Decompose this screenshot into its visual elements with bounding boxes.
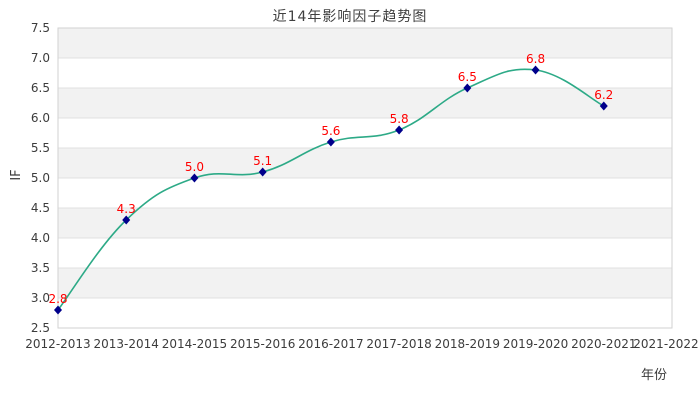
split-area-band (58, 298, 672, 328)
data-point-label: 6.2 (594, 88, 613, 102)
split-area-band (58, 208, 672, 238)
plot-border (57, 27, 673, 329)
data-point-marker (599, 101, 608, 111)
data-point-marker (258, 167, 267, 177)
split-area-band (58, 88, 672, 118)
data-point-label: 5.1 (253, 154, 272, 168)
data-point-marker (54, 305, 62, 315)
data-point-label: 5.8 (390, 112, 409, 126)
x-tick-label: 2019-2020 (503, 337, 568, 351)
split-area-band (58, 148, 672, 178)
x-tick-label: 2015-2016 (230, 337, 295, 351)
y-tick-label: 7.5 (31, 21, 50, 35)
y-tick-label: 6.0 (31, 111, 50, 125)
data-point-marker (463, 83, 472, 93)
data-point-label: 6.8 (526, 52, 545, 66)
data-point-label: 5.0 (185, 160, 204, 174)
y-tick-label: 3.5 (31, 261, 50, 275)
x-tick-label: 2020-2021 (571, 337, 636, 351)
data-point-marker (531, 65, 540, 75)
split-area-band (58, 58, 672, 88)
x-tick-label: 2014-2015 (162, 337, 227, 351)
data-point-label: 5.6 (321, 124, 340, 138)
y-tick-label: 5.5 (31, 141, 50, 155)
y-tick-label: 3.0 (31, 291, 50, 305)
x-tick-label: 2012-2013 (25, 337, 90, 351)
x-tick-label: 2016-2017 (298, 337, 363, 351)
x-axis-name: 年份 (641, 368, 668, 383)
y-axis-name: IF (9, 169, 24, 181)
y-tick-label: 2.5 (31, 321, 50, 335)
data-point-marker (326, 137, 335, 147)
data-point-marker (190, 173, 199, 183)
y-tick-label: 4.5 (31, 201, 50, 215)
x-tick-label: 2021-2022 (633, 337, 698, 351)
split-area-band (58, 118, 672, 148)
data-point-marker (122, 215, 131, 225)
y-tick-label: 6.5 (31, 81, 50, 95)
x-tick-label: 2013-2014 (94, 337, 159, 351)
split-area-band (58, 28, 672, 58)
split-area-band (58, 178, 672, 208)
x-tick-label: 2018-2019 (435, 337, 500, 351)
split-area-band (58, 238, 672, 268)
data-point-label: 2.8 (48, 292, 67, 306)
x-tick-label: 2017-2018 (366, 337, 431, 351)
data-point-marker (395, 125, 404, 135)
data-point-label: 6.5 (458, 70, 477, 84)
split-area-band (58, 268, 672, 298)
data-point-label: 4.3 (117, 202, 136, 216)
chart-title: 近14年影响因子趋势图 (272, 9, 428, 25)
y-tick-label: 5.0 (31, 171, 50, 185)
y-tick-label: 4.0 (31, 231, 50, 245)
y-tick-label: 7.0 (31, 51, 50, 65)
